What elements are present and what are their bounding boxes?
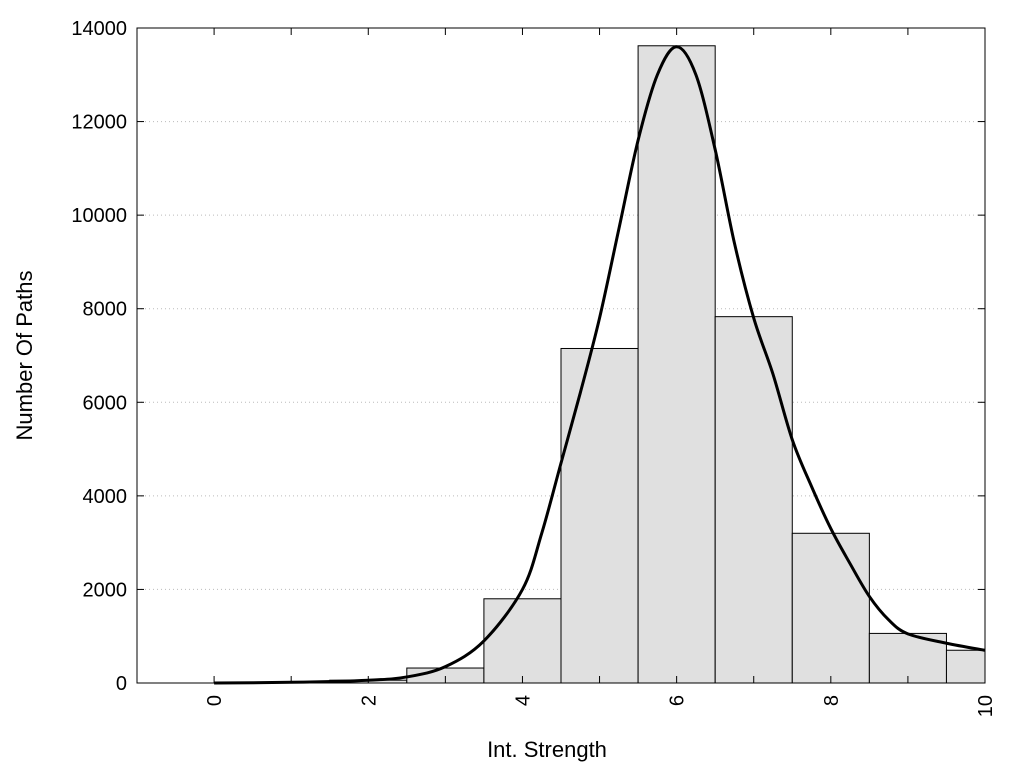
bar-7 [714, 316, 793, 684]
y-tick-label-4000: 4000 [83, 486, 128, 508]
y-axis-ticks: 0 2000 4000 6000 8000 10000 12000 14000 [71, 18, 985, 695]
bar-8 [791, 532, 870, 684]
y-tick-label-12000: 12000 [71, 112, 127, 134]
bar-6 [637, 45, 716, 684]
x-axis-title: Int. Strength [487, 737, 607, 762]
x-tick-label-0: 0 [204, 695, 226, 706]
y-tick-label-6000: 6000 [83, 392, 128, 414]
bar-4 [483, 598, 562, 684]
x-tick-label-8: 8 [821, 695, 843, 706]
y-tick-label-8000: 8000 [83, 299, 128, 321]
x-axis-ticks: 0 2 4 6 8 10 [204, 28, 997, 717]
y-tick-label-10000: 10000 [71, 205, 127, 227]
x-tick-label-4: 4 [512, 695, 534, 706]
x-tick-label-6: 6 [667, 695, 689, 706]
bars [252, 45, 986, 684]
y-tick-label-0: 0 [116, 673, 127, 695]
x-tick-label-2: 2 [358, 695, 380, 706]
bar-5 [560, 347, 639, 684]
y-tick-label-14000: 14000 [71, 18, 127, 40]
x-tick-label-10: 10 [975, 695, 997, 717]
curve-line [214, 45, 986, 685]
plot-frame [136, 27, 986, 684]
y-axis-title: Number Of Paths [12, 271, 37, 441]
bar-10 [945, 649, 986, 684]
fit-curve [214, 45, 986, 685]
y-tick-label-2000: 2000 [83, 579, 128, 601]
